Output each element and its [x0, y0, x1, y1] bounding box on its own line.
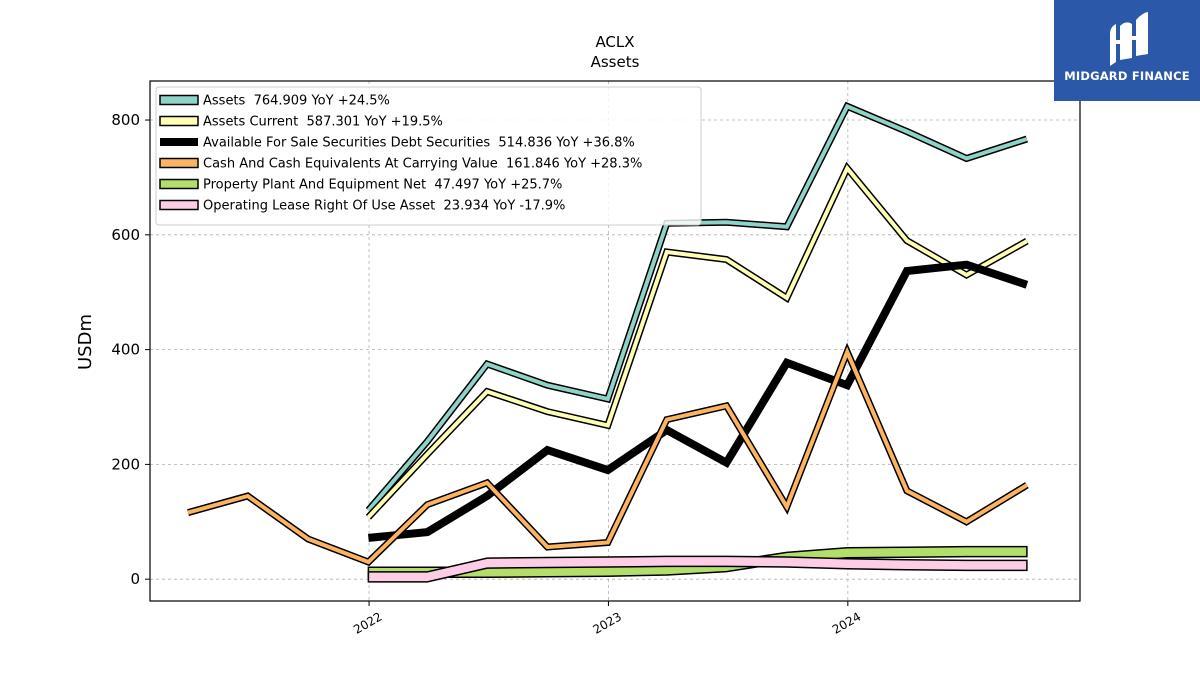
legend-entry: Assets 764.909 YoY +24.5% [203, 94, 390, 109]
legend-swatch [159, 157, 199, 169]
legend-swatch [160, 138, 198, 146]
legend-swatch [159, 94, 199, 106]
series-line-5 [367, 555, 1028, 583]
legend-entry: Operating Lease Right Of Use Asset 23.93… [203, 199, 565, 214]
legend-box [155, 86, 702, 226]
brand-name: MIDGARD FINANCE [1064, 69, 1190, 83]
series-line-3 [187, 346, 1028, 565]
y-tick-label: 200 [111, 455, 140, 473]
legend: Assets 764.909 YoY +24.5% Assets Current … [155, 86, 702, 226]
legend-entry: Available For Sale Securities Debt Secur… [203, 136, 635, 151]
series-layer [187, 101, 1029, 583]
legend-swatch [159, 178, 199, 190]
y-tick-label: 800 [111, 111, 140, 129]
legend-entry: Assets Current 587.301 YoY +19.5% [203, 115, 443, 130]
series-line-1 [366, 164, 1028, 519]
chart-title: ACLX [595, 33, 634, 51]
brand-logo: MIDGARD FINANCE [1054, 0, 1200, 101]
y-axis-label: USDm [75, 314, 96, 370]
legend-entry: Cash And Cash Equivalents At Carrying Va… [203, 157, 642, 172]
legend-swatch [159, 115, 199, 127]
series-line-outline-3 [187, 342, 1029, 567]
chart-subtitle: Assets [591, 53, 640, 71]
y-tick-label: 0 [130, 570, 140, 588]
legend-entry: Property Plant And Equipment Net 47.497 … [203, 178, 562, 193]
series-line-2 [368, 260, 1029, 542]
y-tick-label: 600 [111, 226, 140, 244]
x-tick-label: 2022 [351, 609, 384, 636]
x-tick-label: 2023 [590, 609, 623, 636]
y-tick-label: 400 [111, 341, 140, 359]
plot-frame [149, 80, 1081, 602]
midgard-logo-icon [1110, 12, 1148, 66]
legend-swatch [159, 199, 199, 211]
x-tick-label: 2024 [830, 609, 863, 636]
